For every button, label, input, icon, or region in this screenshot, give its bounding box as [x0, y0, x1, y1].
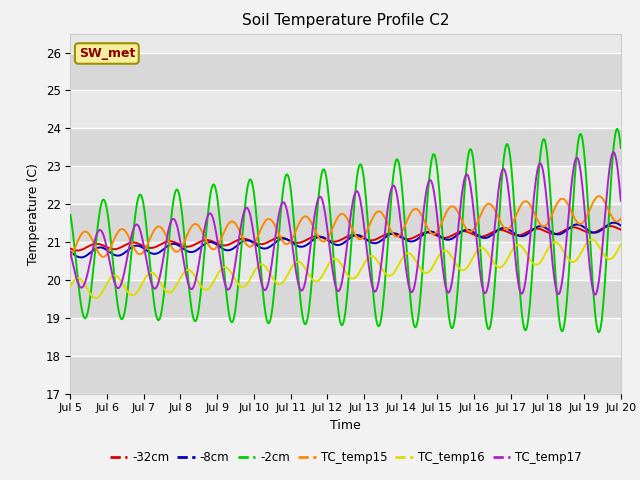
Text: SW_met: SW_met — [79, 47, 135, 60]
Line: -8cm: -8cm — [70, 223, 621, 257]
Line: TC_temp17: TC_temp17 — [70, 152, 621, 295]
Bar — [70, 204, 621, 242]
TC_temp17 — [617, 198, 625, 204]
-8cm — [413, 237, 421, 242]
-8cm — [190, 249, 198, 254]
Line: -2cm: -2cm — [70, 129, 621, 332]
TC_temp16 — [429, 263, 437, 269]
TC_temp17 — [413, 272, 420, 278]
Y-axis label: Temperature (C): Temperature (C) — [27, 163, 40, 264]
-8cm — [429, 229, 437, 235]
TC_temp16 — [219, 265, 227, 271]
-32cm — [67, 246, 74, 252]
Title: Soil Temperature Profile C2: Soil Temperature Profile C2 — [242, 13, 449, 28]
TC_temp15 — [617, 216, 625, 222]
TC_temp16 — [413, 260, 421, 266]
-2cm — [67, 212, 74, 218]
TC_temp15 — [77, 233, 84, 239]
-2cm — [595, 329, 602, 335]
TC_temp15 — [429, 231, 437, 237]
-8cm — [219, 246, 227, 252]
Bar — [70, 318, 621, 356]
Line: TC_temp15: TC_temp15 — [70, 196, 621, 257]
-2cm — [189, 313, 196, 319]
TC_temp15 — [595, 193, 602, 199]
Bar — [70, 52, 621, 90]
TC_temp16 — [190, 271, 198, 277]
-2cm — [133, 201, 141, 206]
TC_temp16 — [77, 276, 84, 282]
TC_temp16 — [67, 283, 74, 289]
TC_temp15 — [67, 253, 74, 259]
TC_temp15 — [413, 206, 421, 212]
Legend: -32cm, -8cm, -2cm, TC_temp15, TC_temp16, TC_temp17: -32cm, -8cm, -2cm, TC_temp15, TC_temp16,… — [105, 446, 586, 469]
-2cm — [413, 323, 420, 329]
-32cm — [606, 223, 614, 229]
TC_temp17 — [189, 285, 196, 291]
TC_temp16 — [134, 288, 141, 294]
TC_temp17 — [429, 182, 436, 188]
TC_temp17 — [218, 266, 226, 272]
TC_temp15 — [219, 232, 227, 238]
TC_temp16 — [617, 241, 625, 247]
Bar — [70, 166, 621, 204]
-2cm — [429, 153, 436, 159]
-2cm — [617, 145, 625, 151]
TC_temp15 — [99, 254, 107, 260]
-8cm — [67, 249, 74, 255]
-8cm — [610, 220, 618, 226]
-8cm — [77, 254, 85, 260]
Line: -32cm: -32cm — [70, 226, 621, 251]
TC_temp15 — [134, 251, 141, 256]
TC_temp17 — [591, 292, 598, 298]
-32cm — [617, 227, 625, 233]
-32cm — [134, 240, 141, 246]
-32cm — [190, 242, 198, 248]
-8cm — [617, 223, 625, 228]
Bar — [70, 90, 621, 128]
-8cm — [134, 243, 141, 249]
-32cm — [429, 231, 437, 237]
TC_temp16 — [92, 295, 99, 301]
Bar — [70, 242, 621, 280]
TC_temp17 — [133, 222, 141, 228]
Line: TC_temp16: TC_temp16 — [70, 240, 621, 298]
-2cm — [77, 297, 84, 303]
Bar — [70, 356, 621, 394]
X-axis label: Time: Time — [330, 419, 361, 432]
-32cm — [74, 248, 81, 253]
TC_temp17 — [77, 284, 84, 290]
-2cm — [218, 241, 226, 247]
-8cm — [77, 254, 84, 260]
-32cm — [413, 233, 421, 239]
TC_temp17 — [67, 250, 74, 256]
TC_temp15 — [190, 222, 198, 228]
Bar — [70, 128, 621, 166]
Bar — [70, 280, 621, 318]
-32cm — [77, 247, 85, 253]
TC_temp16 — [588, 237, 596, 242]
-32cm — [219, 242, 227, 248]
-2cm — [613, 126, 621, 132]
TC_temp17 — [610, 149, 618, 155]
